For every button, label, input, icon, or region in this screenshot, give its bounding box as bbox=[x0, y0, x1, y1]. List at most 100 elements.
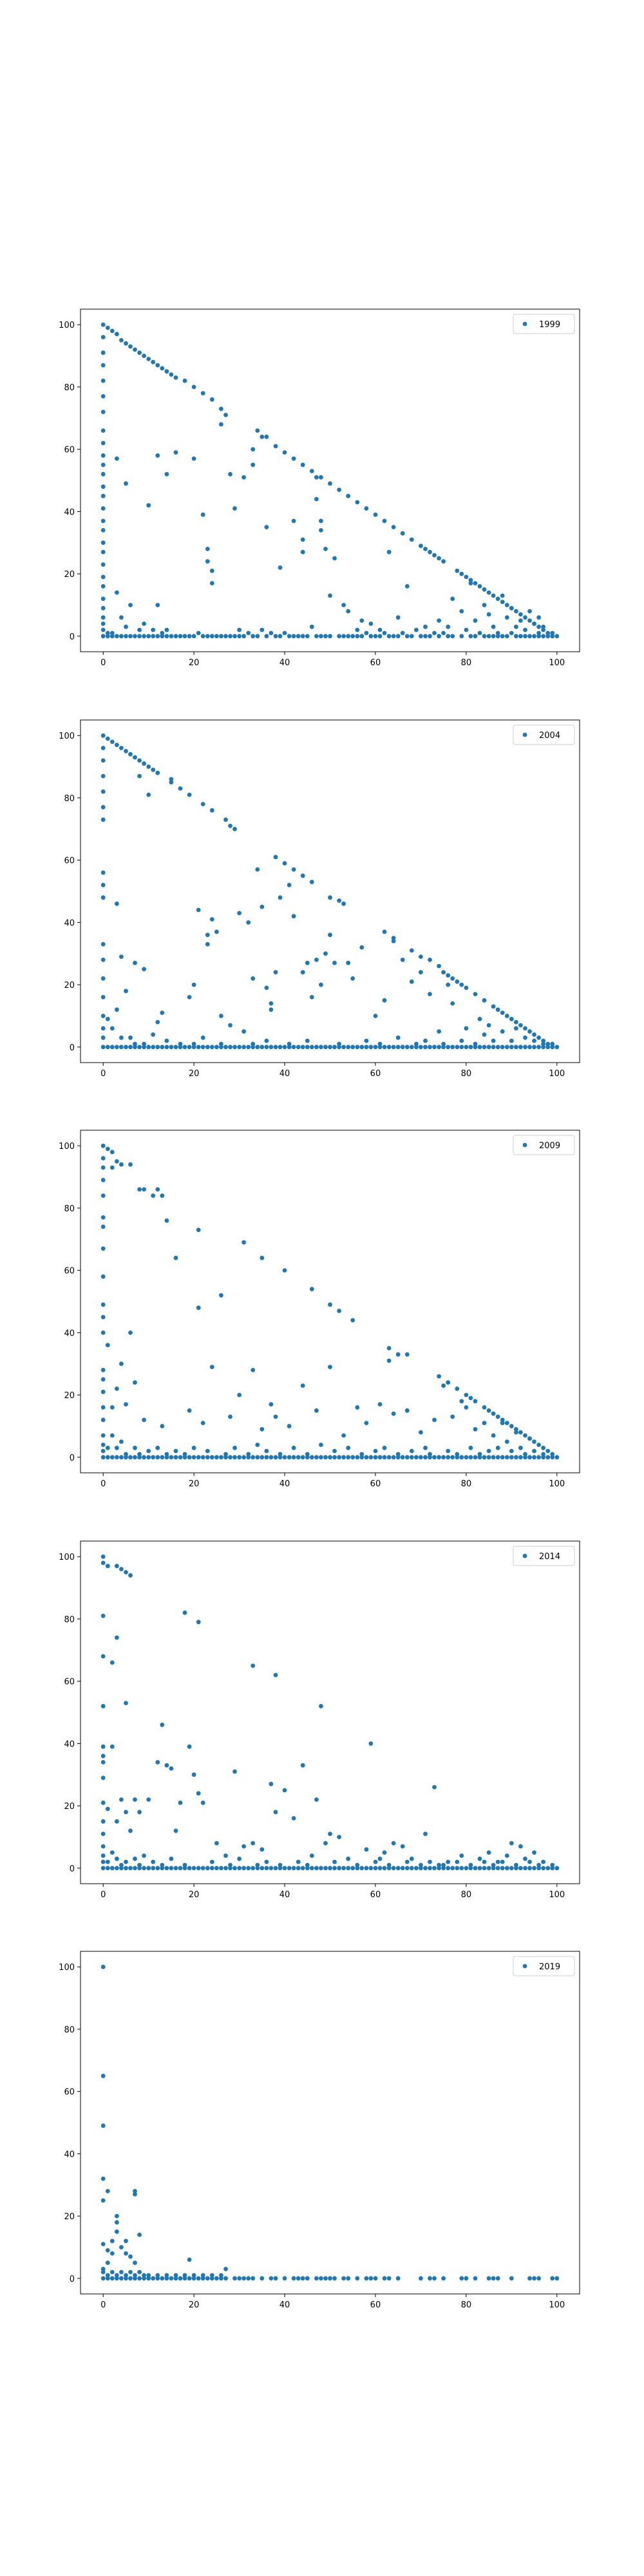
scatter-point bbox=[532, 1032, 536, 1037]
scatter-point bbox=[527, 609, 532, 614]
scatter-point bbox=[100, 1433, 106, 1438]
scatter-point bbox=[232, 1445, 237, 1450]
scatter-point bbox=[100, 350, 106, 355]
x-tick-label: 0 bbox=[100, 1890, 106, 1900]
scatter-point bbox=[191, 1866, 196, 1871]
scatter-point bbox=[133, 1455, 137, 1460]
scatter-point bbox=[142, 2276, 147, 2281]
scatter-point bbox=[287, 634, 292, 639]
scatter-point bbox=[196, 2276, 201, 2281]
scatter-point bbox=[319, 1045, 323, 1050]
scatter-point bbox=[200, 1035, 205, 1040]
scatter-point bbox=[545, 630, 551, 636]
scatter-point bbox=[532, 1455, 536, 1460]
scatter-point bbox=[237, 1392, 242, 1397]
scatter-point bbox=[482, 1045, 487, 1050]
scatter-point bbox=[100, 1443, 106, 1447]
scatter-point bbox=[545, 634, 551, 639]
scatter-point bbox=[209, 808, 214, 813]
scatter-point bbox=[509, 605, 514, 611]
scatter-point bbox=[482, 1866, 487, 1871]
scatter-point bbox=[200, 1421, 205, 1426]
scatter-point bbox=[541, 1455, 545, 1460]
scatter-point bbox=[255, 1862, 260, 1868]
scatter-point bbox=[251, 1663, 256, 1668]
scatter-point bbox=[550, 630, 555, 636]
scatter-point bbox=[291, 2276, 296, 2281]
scatter-point bbox=[109, 1660, 115, 1665]
scatter-point bbox=[155, 634, 160, 639]
scatter-point bbox=[169, 777, 174, 782]
scatter-point bbox=[124, 2251, 128, 2256]
scatter-point bbox=[500, 1421, 505, 1426]
scatter-point bbox=[346, 960, 351, 965]
scatter-panel-2004: 0 20 40 60 80 100 0 20 40 60 80 100 2004 bbox=[59, 719, 580, 1079]
scatter-point bbox=[232, 506, 237, 511]
scatter-point bbox=[459, 982, 464, 987]
scatter-point bbox=[100, 1455, 106, 1460]
scatter-point bbox=[536, 1045, 541, 1050]
scatter-point bbox=[518, 1844, 523, 1849]
scatter-point bbox=[191, 982, 196, 987]
scatter-point bbox=[146, 2276, 151, 2281]
scatter-point bbox=[395, 615, 401, 620]
scatter-point bbox=[255, 428, 260, 433]
scatter-point bbox=[119, 1045, 124, 1050]
x-tick-label: 40 bbox=[279, 1069, 290, 1079]
scatter-point bbox=[109, 1744, 115, 1749]
scatter-point bbox=[300, 1383, 305, 1388]
scatter-point bbox=[115, 1445, 119, 1450]
scatter-point bbox=[504, 1866, 509, 1871]
x-tick-label: 60 bbox=[370, 1069, 381, 1079]
scatter-point bbox=[237, 1455, 242, 1460]
scatter-point bbox=[414, 1455, 419, 1460]
scatter-point bbox=[119, 954, 124, 959]
scatter-point bbox=[137, 2269, 142, 2275]
scatter-point bbox=[119, 2269, 124, 2275]
scatter-point bbox=[291, 867, 296, 872]
scatter-point bbox=[305, 2276, 310, 2281]
scatter-point bbox=[109, 2269, 115, 2275]
scatter-point bbox=[205, 559, 210, 564]
scatter-point bbox=[100, 540, 106, 545]
scatter-point bbox=[409, 1856, 414, 1861]
scatter-point bbox=[155, 363, 160, 368]
scatter-point bbox=[223, 817, 228, 822]
scatter-point bbox=[373, 1866, 378, 1871]
scatter-point bbox=[346, 1045, 351, 1050]
scatter-point bbox=[223, 634, 228, 639]
scatter-point bbox=[473, 634, 478, 639]
scatter-point bbox=[514, 609, 518, 614]
scatter-point bbox=[178, 1866, 183, 1871]
scatter-point bbox=[137, 2232, 142, 2237]
scatter-point bbox=[319, 518, 323, 524]
scatter-point bbox=[373, 1014, 378, 1018]
x-tick-label: 40 bbox=[279, 658, 290, 668]
scatter-point bbox=[191, 1041, 196, 1046]
scatter-point bbox=[273, 1810, 278, 1815]
scatter-point bbox=[459, 2276, 464, 2281]
scatter-point bbox=[260, 1455, 265, 1460]
scatter-point bbox=[160, 1045, 165, 1050]
scatter-point bbox=[468, 1455, 473, 1460]
scatter-point bbox=[164, 1455, 169, 1460]
scatter-point bbox=[332, 1859, 337, 1864]
scatter-point bbox=[419, 634, 423, 639]
scatter-point bbox=[441, 1041, 446, 1046]
scatter-point bbox=[109, 1850, 115, 1855]
scatter-point bbox=[264, 1455, 269, 1460]
scatter-point bbox=[196, 1305, 201, 1311]
scatter-point bbox=[269, 1045, 274, 1050]
scatter-point bbox=[133, 960, 137, 965]
scatter-point bbox=[364, 2276, 369, 2281]
scatter-point bbox=[536, 1866, 541, 1871]
scatter-point bbox=[260, 627, 265, 632]
scatter-point bbox=[464, 1045, 469, 1050]
scatter-point bbox=[355, 1866, 360, 1871]
scatter-point bbox=[459, 1045, 464, 1050]
scatter-point bbox=[205, 1448, 210, 1454]
scatter-point bbox=[468, 1396, 473, 1401]
scatter-point bbox=[441, 2276, 446, 2281]
scatter-point bbox=[437, 1045, 441, 1050]
scatter-point bbox=[109, 2276, 115, 2281]
